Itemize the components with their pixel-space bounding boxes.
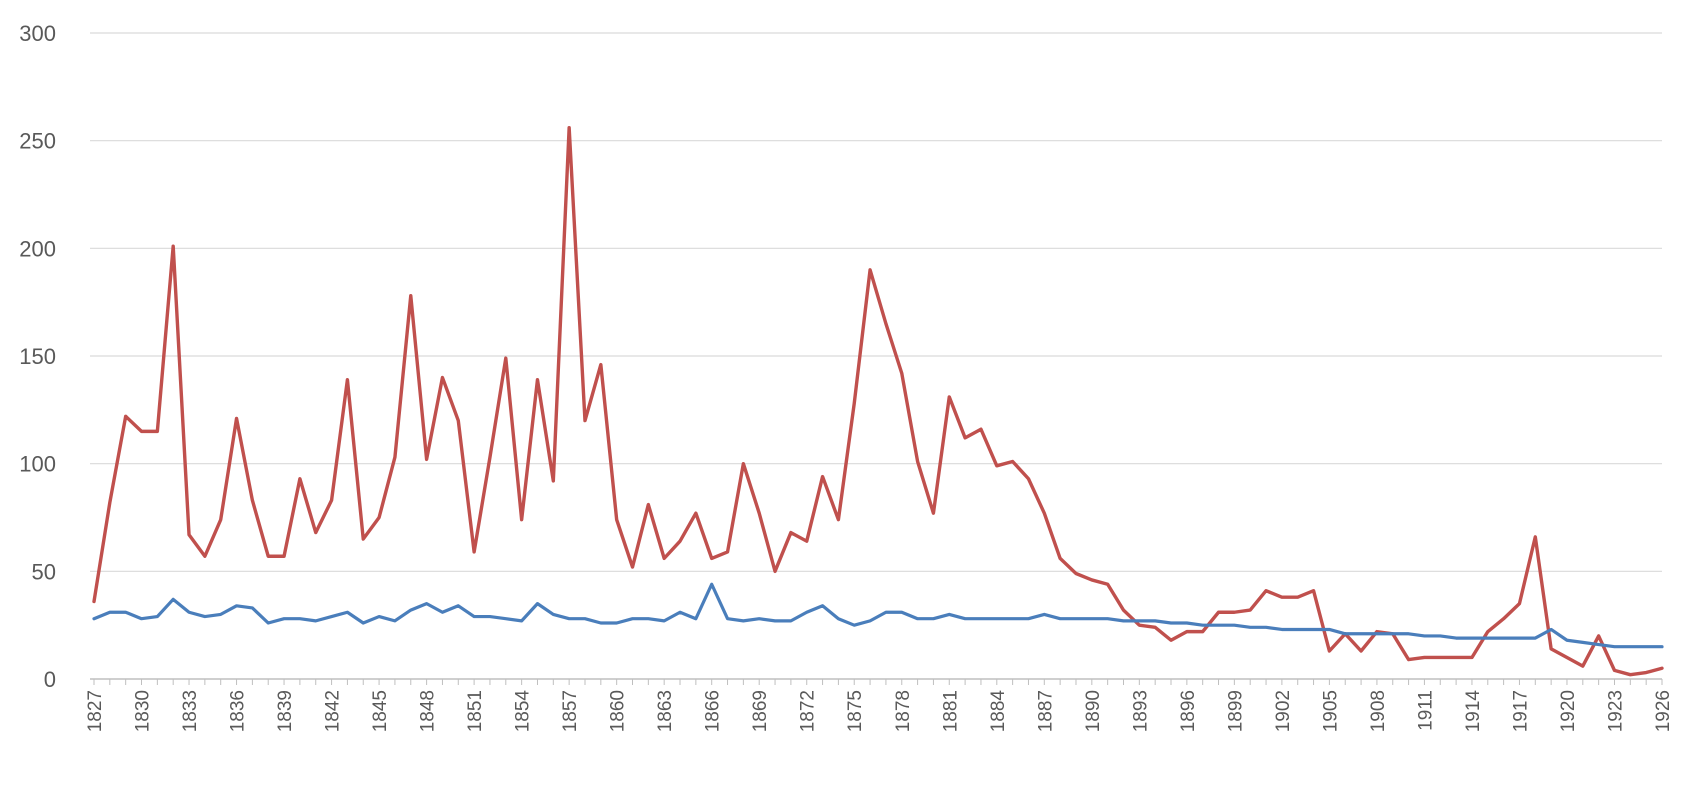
y-tick-label: 50 <box>32 559 56 584</box>
x-tick-label: 1848 <box>418 690 439 732</box>
series-line-blue <box>92 582 1664 649</box>
x-tick-label: 1830 <box>133 690 154 732</box>
x-tick-label: 1827 <box>85 690 106 732</box>
x-tick-label: 1893 <box>1130 690 1151 732</box>
series-group <box>92 126 1664 677</box>
x-tick-label: 1905 <box>1320 690 1341 732</box>
x-tick-label: 1884 <box>988 690 1009 733</box>
x-tick-label: 1923 <box>1605 690 1626 732</box>
y-tick-label: 200 <box>19 236 56 261</box>
x-tick-label: 1920 <box>1558 690 1579 732</box>
x-tick-label: 1857 <box>560 690 581 732</box>
x-tick-label: 1872 <box>798 690 819 732</box>
x-tick-label: 1860 <box>608 690 629 732</box>
x-tick-label: 1839 <box>275 690 296 732</box>
x-tick-label: 1845 <box>370 690 391 732</box>
x-tick-label: 1866 <box>703 690 724 732</box>
y-tick-label: 100 <box>19 452 56 477</box>
x-tick-label: 1917 <box>1510 690 1531 732</box>
y-axis-ticks: 0 50 100 150 200 250 300 <box>19 21 56 692</box>
x-tick-label: 1926 <box>1653 690 1674 732</box>
x-tick-label: 1890 <box>1083 690 1104 732</box>
x-axis-ticks: 1827 1830 1833 1836 1839 1842 1845 1848 1851 1854… <box>85 690 1674 733</box>
x-tick-label: 1914 <box>1463 690 1484 733</box>
x-tick-label: 1833 <box>180 690 201 732</box>
x-tick-label: 1875 <box>845 690 866 732</box>
x-tick-label: 1851 <box>465 690 486 732</box>
x-tick-label: 1896 <box>1178 690 1199 732</box>
x-tick-label: 1902 <box>1273 690 1294 732</box>
x-tick-label: 1899 <box>1225 690 1246 732</box>
y-tick-label: 150 <box>19 344 56 369</box>
x-tick-label: 1911 <box>1415 690 1436 731</box>
x-tick-label: 1878 <box>893 690 914 732</box>
x-tick-label: 1887 <box>1035 690 1056 732</box>
series-line-red <box>92 126 1664 677</box>
x-tick-label: 1908 <box>1368 690 1389 732</box>
y-tick-label: 300 <box>19 21 56 46</box>
y-tick-label: 250 <box>19 129 56 154</box>
x-tick-label: 1881 <box>940 690 961 732</box>
x-tick-label: 1836 <box>228 690 249 732</box>
x-tick-label: 1869 <box>750 690 771 732</box>
y-tick-label: 0 <box>44 667 56 692</box>
x-tick-label: 1863 <box>655 690 676 732</box>
x-tick-label: 1842 <box>323 690 344 732</box>
x-axis <box>90 678 1663 685</box>
gridlines <box>90 32 1662 572</box>
x-tick-label: 1854 <box>513 690 534 733</box>
